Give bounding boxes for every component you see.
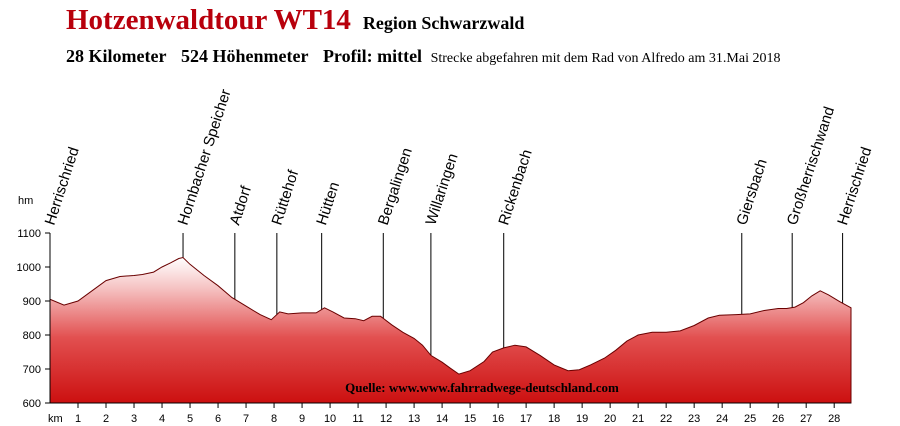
header: Hotzenwaldtour WT14 Region Schwarzwald 2… [0, 0, 900, 80]
x-tick-label: 12 [380, 413, 392, 425]
waypoint-label-3: Rüttehof [268, 167, 302, 227]
x-tick-label: 27 [800, 413, 812, 425]
y-tick-label: 900 [23, 296, 41, 308]
y-tick-label: 1000 [17, 262, 41, 274]
x-tick-label: 14 [436, 413, 448, 425]
x-tick-label: 24 [716, 413, 728, 425]
x-tick-label: 28 [828, 413, 840, 425]
waypoint-label-7: Rickenbach [495, 147, 535, 227]
x-tick-label: 13 [408, 413, 420, 425]
x-tick-label: 20 [604, 413, 616, 425]
x-tick-label: 23 [688, 413, 700, 425]
x-tick-label: 1 [75, 413, 81, 425]
y-axis-label: hm [18, 195, 33, 207]
x-tick-label: 2 [103, 413, 109, 425]
y-tick-label: 800 [23, 330, 41, 342]
x-tick-label: 19 [576, 413, 588, 425]
waypoint-label-5: Bergalingen [375, 146, 416, 227]
waypoint-label-4: Hütten [313, 180, 343, 227]
distance-label: 28 Kilometer [66, 46, 167, 66]
x-tick-label: 4 [159, 413, 165, 425]
x-tick-label: 3 [131, 413, 137, 425]
x-tick-label: 21 [632, 413, 644, 425]
x-tick-label: 10 [324, 413, 336, 425]
waypoint-label-8: Giersbach [733, 157, 770, 227]
profile-label: Profil: mittel [322, 46, 423, 66]
x-tick-label: 18 [548, 413, 560, 425]
elevation-area [49, 256, 852, 404]
x-tick-label: 9 [299, 413, 305, 425]
waypoint-label-1: Hornbacher Speicher [175, 87, 235, 227]
x-tick-label: 7 [243, 413, 249, 425]
source-annotation: Quelle: www.www.fahrradwege-deutschland.… [345, 380, 619, 395]
title-line: Hotzenwaldtour WT14 Region Schwarzwald [66, 4, 524, 37]
waypoint-label-9: Großherrischwand [784, 105, 838, 228]
ride-note: Strecke abgefahren mit dem Rad von Alfre… [430, 51, 781, 66]
waypoint-label-0: Herrischried [42, 145, 83, 227]
y-tick-label: 600 [23, 398, 41, 410]
y-tick-label: 700 [23, 364, 41, 376]
x-tick-label: 15 [464, 413, 476, 425]
x-tick-label: 5 [187, 413, 193, 425]
x-axis-label: km [48, 413, 63, 425]
x-tick-label: 22 [660, 413, 672, 425]
x-tick-label: 6 [215, 413, 221, 425]
waypoint-label-10: Herrischried [834, 145, 875, 227]
x-tick-label: 16 [492, 413, 504, 425]
waypoint-label-6: Willaringen [423, 151, 462, 227]
x-tick-label: 11 [352, 413, 363, 425]
x-tick-label: 26 [772, 413, 784, 425]
stats-line: 28 Kilometer 524 Höhenmeter Profil: mitt… [66, 46, 780, 67]
chart-title: Hotzenwaldtour WT14 [66, 4, 351, 36]
y-tick-label: 1100 [17, 228, 41, 240]
region-label: Region Schwarzwald [362, 13, 525, 33]
elevation-gain-label: 524 Höhenmeter [180, 46, 309, 66]
x-tick-label: 17 [520, 413, 532, 425]
x-tick-label: 8 [271, 413, 277, 425]
x-tick-label: 25 [744, 413, 756, 425]
waypoint-label-2: Atdorf [226, 183, 255, 227]
